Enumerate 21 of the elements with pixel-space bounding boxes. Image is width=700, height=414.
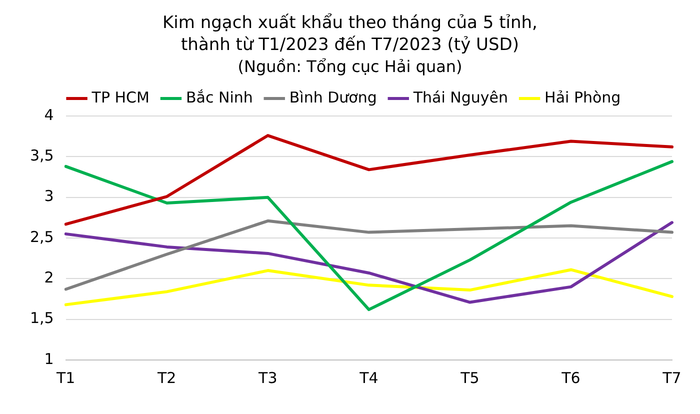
y-tick-label: 1,5: [30, 309, 54, 328]
y-tick-label: 4: [44, 106, 54, 124]
chart-subtitle: (Nguồn: Tổng cục Hải quan): [236, 56, 464, 77]
x-tick-label: T7: [662, 368, 682, 387]
x-tick-label: T1: [55, 368, 76, 387]
legend-label: Hải Phòng: [544, 88, 621, 106]
x-tick-label: T2: [156, 368, 176, 387]
x-tick-label: T4: [358, 368, 378, 387]
legend-label: TP HCM: [90, 88, 150, 106]
chart-title: Kim ngạch xuất khẩu theo tháng của 5 tỉnh, thành từ T1/2023 đến T7/2023 (tỷ USD): [162, 12, 538, 56]
legend-label: Thái Nguyên: [412, 88, 508, 106]
legend-label: Bắc Ninh: [186, 88, 253, 106]
y-tick-label: 3,5: [30, 146, 54, 165]
y-tick-label: 1: [44, 350, 54, 368]
legend-label: Bình Dương: [289, 88, 377, 106]
x-tick-label: T6: [560, 368, 580, 387]
x-tick-label: T5: [460, 368, 480, 387]
y-tick-label: 2: [44, 268, 54, 287]
y-tick-label: 2,5: [30, 228, 54, 246]
x-tick-label: T3: [258, 368, 278, 387]
y-tick-label: 3: [44, 187, 54, 206]
